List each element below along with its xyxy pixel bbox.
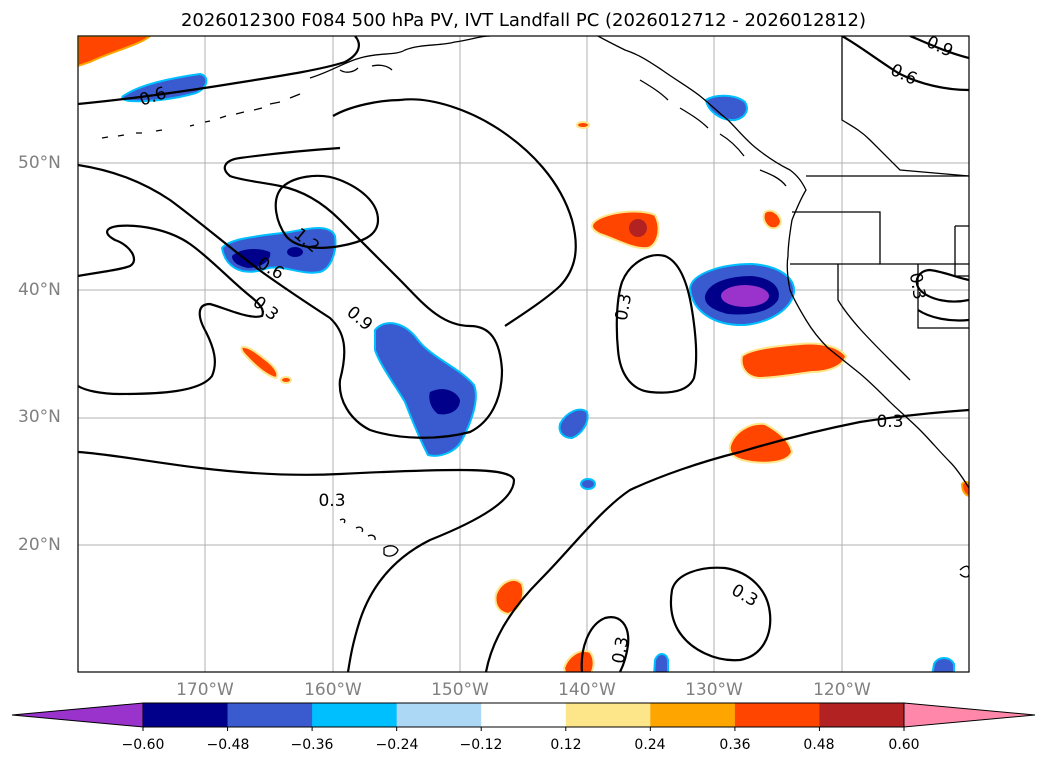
colorbar-segment [143,703,229,727]
lon-label-160w: 160°W [304,680,362,700]
colorbar-tick-label: 0.36 [719,737,751,753]
colorbar-tick-label: 0.24 [634,737,666,753]
colorbar-segment [819,703,905,727]
colorbar-tick-label: 0.12 [550,737,582,753]
lon-label-170w: 170°W [176,680,234,700]
colorbar [11,702,1036,731]
colorbar-segment [565,703,651,727]
lon-label-140w: 140°W [558,680,616,700]
colorbar-segment [650,703,736,727]
colorbar-extend-min [11,702,144,728]
colorbar-tick-label: −0.12 [459,737,503,753]
coastlines [101,36,969,578]
lon-label-150w: 150°W [431,680,489,700]
contour-label: 0.3 [905,271,929,301]
figure-title: 2026012300 F084 500 hPa PV, IVT Landfall… [180,10,867,31]
colorbar-tick-label: −0.60 [121,737,165,753]
pv-contours [78,36,969,672]
colorbar-tick-label: −0.24 [375,737,419,753]
contour-label: 0.3 [609,635,633,665]
colorbar-tick-label: −0.48 [206,737,250,753]
lat-label-30n: 30°N [18,407,61,427]
lat-label-50n: 50°N [18,153,61,173]
colorbar-segment [312,703,398,727]
contour-label: 0.3 [318,491,345,511]
colorbar-segment [481,703,567,727]
colorbar-segment [227,703,313,727]
pv-shading [78,36,969,672]
contour-label: 0.3 [876,412,903,432]
lat-label-20n: 20°N [18,535,61,555]
lon-label-120w: 120°W [813,680,871,700]
colorbar-tick-label: −0.36 [290,737,334,753]
colorbar-segment [734,703,820,727]
colorbar-tick-label: 0.60 [888,737,920,753]
lon-label-130w: 130°W [685,680,743,700]
colorbar-extend-max [903,702,1036,728]
colorbar-tick-label: 0.48 [803,737,835,753]
contour-label: 0.3 [612,292,636,322]
lat-label-40n: 40°N [18,280,61,300]
map-frame [77,35,970,673]
colorbar-segment [396,703,482,727]
